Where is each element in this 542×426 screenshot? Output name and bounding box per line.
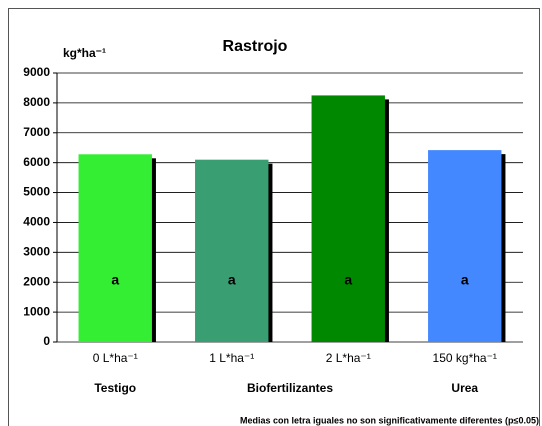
bar bbox=[78, 154, 152, 342]
x-tick-label: 150 kg*ha⁻¹ bbox=[433, 351, 497, 365]
y-tick-label: 0 bbox=[43, 334, 50, 348]
letter-label: a bbox=[228, 272, 236, 288]
y-tick-label: 8000 bbox=[23, 95, 50, 109]
x-tick-label: 2 L*ha⁻¹ bbox=[326, 351, 371, 365]
group-label: Biofertilizantes bbox=[247, 381, 333, 395]
group-label: Testigo bbox=[94, 381, 136, 395]
letter-label: a bbox=[344, 272, 352, 288]
y-tick-label: 4000 bbox=[23, 215, 50, 229]
y-tick-label: 6000 bbox=[23, 155, 50, 169]
note: Medias con letra iguales no son signific… bbox=[240, 415, 539, 425]
y-tick-label: 2000 bbox=[23, 274, 50, 288]
y-tick-label: 5000 bbox=[23, 185, 50, 199]
y-tick-label: 3000 bbox=[23, 245, 50, 259]
bar bbox=[311, 95, 385, 343]
letter-label: a bbox=[111, 272, 119, 288]
x-tick-label: 1 L*ha⁻¹ bbox=[209, 351, 254, 365]
chart-title: Rastrojo bbox=[223, 38, 288, 55]
bar bbox=[428, 150, 502, 342]
y-tick-label: 9000 bbox=[23, 65, 50, 79]
letter-label: a bbox=[461, 272, 469, 288]
x-tick-label: 0 L*ha⁻¹ bbox=[93, 351, 138, 365]
y-tick-label: 7000 bbox=[23, 125, 50, 139]
y-axis-label: kg*ha⁻¹ bbox=[63, 46, 106, 60]
y-tick-label: 1000 bbox=[23, 304, 50, 318]
frame bbox=[8, 8, 540, 426]
bar bbox=[195, 159, 269, 342]
group-label: Urea bbox=[451, 381, 478, 395]
